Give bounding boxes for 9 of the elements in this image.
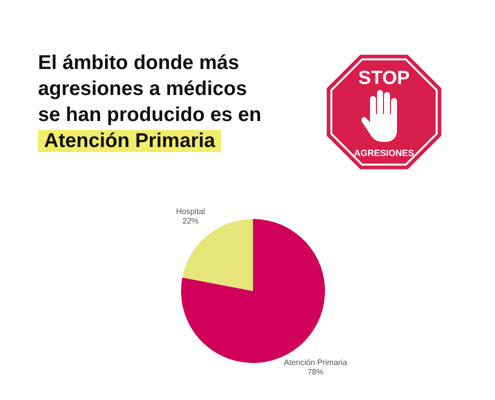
- data-label: 78%: [307, 368, 324, 377]
- text: STOP: [358, 68, 410, 89]
- slice-label: Atención Primaria: [284, 358, 348, 367]
- data-label: 22%: [182, 216, 199, 226]
- text: AGRESIONES: [354, 148, 414, 158]
- chart-title: El ámbito donde más agresiones a médicos se han producido es en: [38, 52, 262, 126]
- slice-label: Hospital: [176, 206, 206, 216]
- pie-slice: [182, 219, 253, 291]
- chart-subtitle: Atención Primaria: [38, 130, 222, 152]
